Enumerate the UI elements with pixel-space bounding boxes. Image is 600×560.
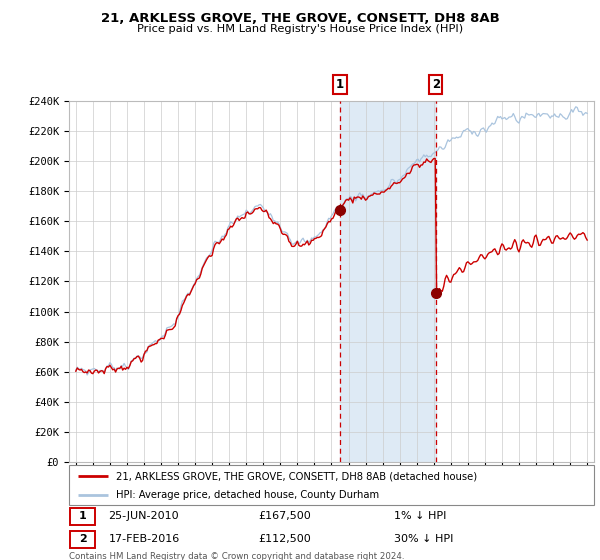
Text: 21, ARKLESS GROVE, THE GROVE, CONSETT, DH8 8AB (detached house): 21, ARKLESS GROVE, THE GROVE, CONSETT, D… — [116, 471, 478, 481]
FancyBboxPatch shape — [70, 508, 95, 525]
Text: 30% ↓ HPI: 30% ↓ HPI — [395, 534, 454, 544]
Text: Contains HM Land Registry data © Crown copyright and database right 2024.
This d: Contains HM Land Registry data © Crown c… — [69, 552, 404, 560]
Bar — [340, 101, 436, 462]
Text: 17-FEB-2016: 17-FEB-2016 — [109, 534, 179, 544]
Text: 2: 2 — [432, 78, 440, 91]
Text: £112,500: £112,500 — [258, 534, 311, 544]
FancyBboxPatch shape — [70, 531, 95, 548]
Text: 1: 1 — [336, 78, 344, 91]
Text: Price paid vs. HM Land Registry's House Price Index (HPI): Price paid vs. HM Land Registry's House … — [137, 24, 463, 34]
Text: 25-JUN-2010: 25-JUN-2010 — [109, 511, 179, 521]
Text: 2: 2 — [79, 534, 86, 544]
Text: 1: 1 — [79, 511, 86, 521]
FancyBboxPatch shape — [69, 465, 594, 505]
Text: HPI: Average price, detached house, County Durham: HPI: Average price, detached house, Coun… — [116, 490, 379, 500]
Text: £167,500: £167,500 — [258, 511, 311, 521]
Text: 21, ARKLESS GROVE, THE GROVE, CONSETT, DH8 8AB: 21, ARKLESS GROVE, THE GROVE, CONSETT, D… — [101, 12, 499, 25]
Text: 1% ↓ HPI: 1% ↓ HPI — [395, 511, 447, 521]
